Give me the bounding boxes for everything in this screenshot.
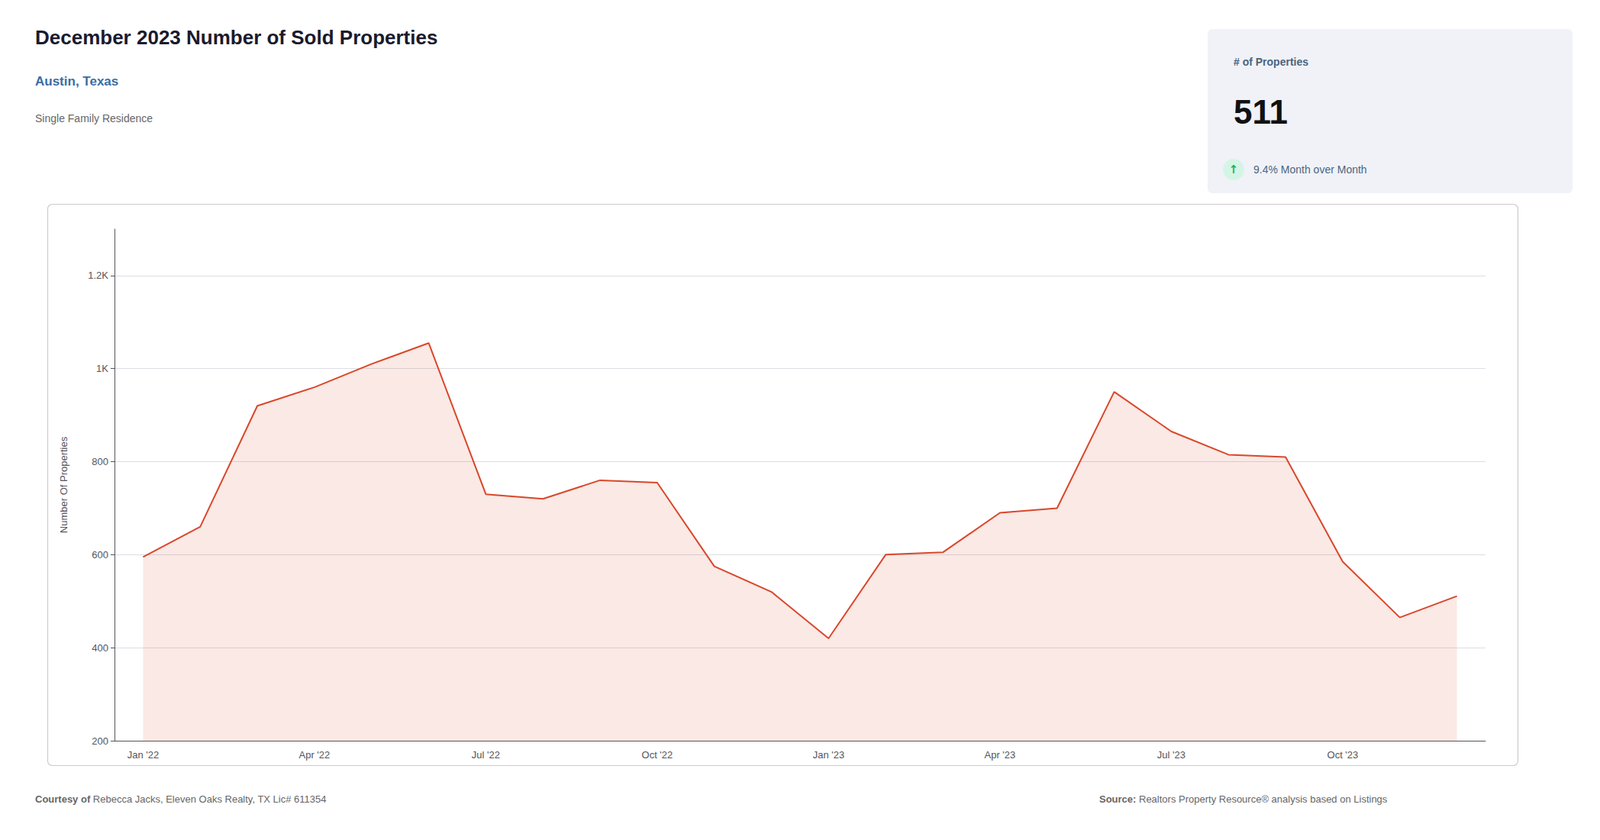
svg-text:December 2023 Number of Sold P: December 2023 Number of Sold Properties [35,25,438,49]
svg-text:Apr '22: Apr '22 [299,748,331,761]
svg-text:200: 200 [91,735,109,747]
svg-text:Rebecca Jacks, Eleven Oaks Rea: Rebecca Jacks, Eleven Oaks Realty, TX Li… [93,793,327,805]
svg-text:# of Properties: # of Properties [1233,55,1309,68]
svg-text:511: 511 [1233,93,1288,131]
svg-text:Source:: Source: [1099,793,1139,805]
svg-text:9.4% Month over Month: 9.4% Month over Month [1253,163,1368,176]
svg-text:Single Family Residence: Single Family Residence [35,112,153,125]
svg-text:Jul '22: Jul '22 [471,748,500,761]
svg-text:400: 400 [91,641,109,654]
svg-text:Apr '23: Apr '23 [984,748,1017,761]
svg-text:Number Of Properties: Number Of Properties [58,435,70,533]
svg-text:Jan '22: Jan '22 [127,748,160,761]
svg-text:Jan '23: Jan '23 [812,748,846,761]
svg-text:↑: ↑ [1229,162,1239,177]
svg-text:Jul '23: Jul '23 [1157,748,1186,761]
svg-text:600: 600 [91,548,109,561]
svg-text:800: 800 [91,455,109,468]
svg-text:Realtors Property Resource® an: Realtors Property Resource® analysis bas… [1138,793,1388,805]
svg-text:Austin, Texas: Austin, Texas [35,74,119,89]
svg-text:1.2K: 1.2K [87,269,109,281]
svg-text:1K: 1K [96,362,109,375]
svg-text:Oct '23: Oct '23 [1327,748,1359,761]
svg-text:Courtesy of: Courtesy of [35,793,94,805]
svg-text:Oct '22: Oct '22 [641,748,674,761]
